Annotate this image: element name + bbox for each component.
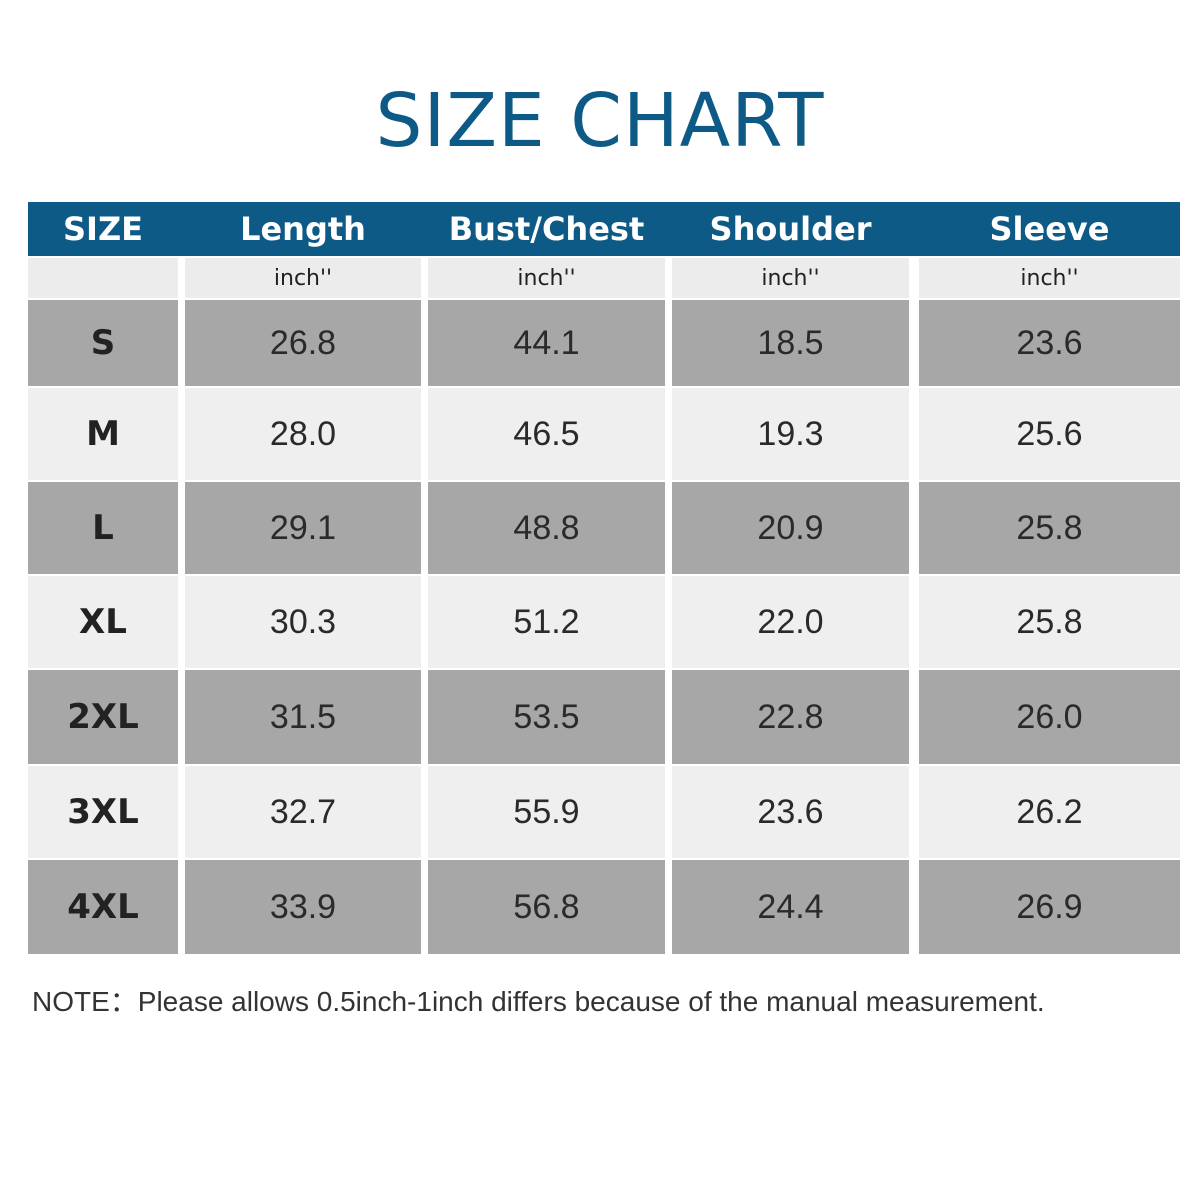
value-cell: 32.7 <box>185 766 421 858</box>
size-cell: 2XL <box>28 670 178 764</box>
value-cell: 25.8 <box>919 482 1180 574</box>
value-cell: 26.8 <box>185 300 421 386</box>
size-cell: L <box>28 482 178 574</box>
value-cell: 46.5 <box>428 388 665 480</box>
note: NOTE：Please allows 0.5inch-1inch differs… <box>32 986 1045 1017</box>
value-cell: 20.9 <box>672 482 909 574</box>
value-cell: 51.2 <box>428 576 665 668</box>
value-cell: 28.0 <box>185 388 421 480</box>
value-cell: 26.9 <box>919 860 1180 954</box>
value-cell: 48.8 <box>428 482 665 574</box>
value-cell: 18.5 <box>672 300 909 386</box>
column-header: Bust/Chest <box>448 210 645 248</box>
value-cell: 25.8 <box>919 576 1180 668</box>
column-header: Length <box>240 210 366 248</box>
value-cell: 33.9 <box>185 860 421 954</box>
value-cell: 30.3 <box>185 576 421 668</box>
unit-cell: inch'' <box>672 258 909 298</box>
size-cell: M <box>28 388 178 480</box>
value-cell: 56.8 <box>428 860 665 954</box>
value-cell: 53.5 <box>428 670 665 764</box>
unit-cell: inch'' <box>428 258 665 298</box>
size-cell: 4XL <box>28 860 178 954</box>
value-cell: 31.5 <box>185 670 421 764</box>
value-cell: 29.1 <box>185 482 421 574</box>
value-cell: 44.1 <box>428 300 665 386</box>
size-cell: 3XL <box>28 766 178 858</box>
value-cell: 19.3 <box>672 388 909 480</box>
value-cell: 55.9 <box>428 766 665 858</box>
size-cell: S <box>28 300 178 386</box>
title: SIZE CHART <box>375 78 825 164</box>
unit-cell: inch'' <box>919 258 1180 298</box>
value-cell: 22.8 <box>672 670 909 764</box>
unit-cell <box>28 258 178 298</box>
value-cell: 23.6 <box>919 300 1180 386</box>
value-cell: 24.4 <box>672 860 909 954</box>
value-cell: 22.0 <box>672 576 909 668</box>
column-header: SIZE <box>62 210 143 248</box>
unit-cell: inch'' <box>185 258 421 298</box>
value-cell: 26.2 <box>919 766 1180 858</box>
column-header: Sleeve <box>989 210 1110 248</box>
value-cell: 25.6 <box>919 388 1180 480</box>
value-cell: 26.0 <box>919 670 1180 764</box>
value-cell: 23.6 <box>672 766 909 858</box>
column-header: Shoulder <box>709 210 872 248</box>
header-band <box>28 202 1180 256</box>
size-cell: XL <box>28 576 178 668</box>
